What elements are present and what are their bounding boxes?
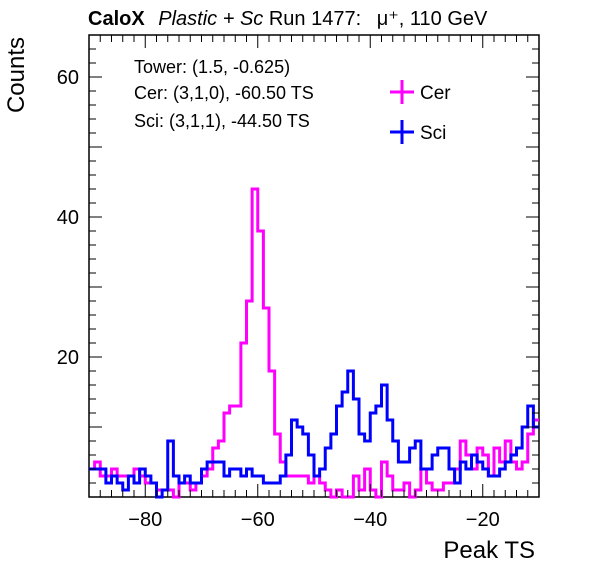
x-tick-label: −60 xyxy=(241,509,275,531)
y-axis-title: Counts xyxy=(3,37,30,113)
sci-info: Sci: (3,1,1), -44.50 TS xyxy=(134,111,310,131)
legend-entry-sci: Sci xyxy=(390,120,446,144)
histogram-layer xyxy=(89,187,539,499)
y-tick-label: 20 xyxy=(57,347,79,369)
tower-info: Tower: (1.5, -0.625) xyxy=(134,57,290,77)
x-tick-label: −80 xyxy=(128,509,162,531)
run-label: Run 1477: xyxy=(269,8,361,30)
y-tick-label: 40 xyxy=(57,207,79,229)
histogram-series-sci xyxy=(89,369,539,499)
legend-entry-cer: Cer xyxy=(390,80,451,104)
axis-ticks: −80 −60 −40 −20 20 40 60 xyxy=(57,34,540,531)
experiment-label: CaloX xyxy=(88,8,145,30)
chart-title: CaloX Plastic + Sc Run 1477: μ⁺, 110 GeV xyxy=(88,8,488,30)
y-tick-label: 60 xyxy=(57,67,79,89)
legend-sci-label: Sci xyxy=(420,123,446,144)
legend: Cer Sci xyxy=(390,80,451,144)
cer-info: Cer: (3,1,0), -60.50 TS xyxy=(134,83,314,103)
beam-label: μ⁺, 110 GeV xyxy=(377,8,488,30)
detector-label: Plastic + Sc xyxy=(158,8,263,30)
x-tick-label: −20 xyxy=(466,509,500,531)
info-box xyxy=(128,50,376,142)
x-axis-title: Peak TS xyxy=(443,537,535,564)
legend-cer-label: Cer xyxy=(420,83,451,104)
x-tick-label: −40 xyxy=(353,509,387,531)
